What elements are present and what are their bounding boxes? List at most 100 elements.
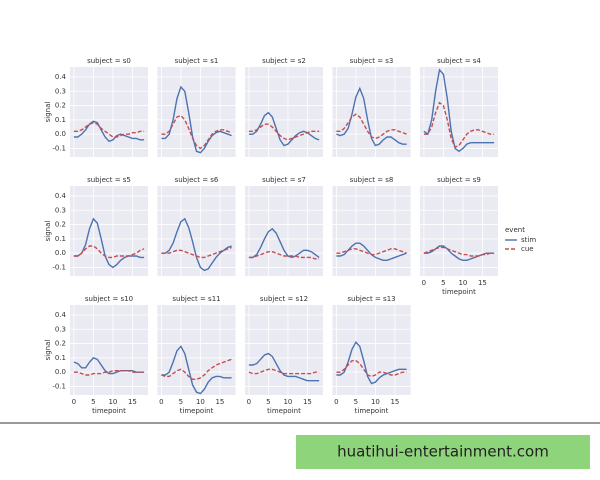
panel-background [245,305,323,395]
panel-background [70,305,148,395]
x-axis-label: timepoint [92,407,126,415]
y-tick-label: 0.0 [55,249,66,257]
x-axis-label: timepoint [267,407,301,415]
panel-background [70,67,148,157]
x-tick-label: 0 [422,279,426,287]
panel-background [332,186,411,276]
series-line [336,86,407,147]
x-tick-label: 15 [215,398,224,406]
series-line [73,121,145,138]
x-tick-label: 15 [128,398,137,406]
legend-label: stim [521,236,536,244]
panel-title: subject = s4 [437,57,481,65]
series-line [161,246,232,259]
y-tick-label: 0.2 [55,102,66,110]
panel-background [332,67,411,157]
panel-background [245,67,323,157]
panel-background [157,186,236,276]
panel-title: subject = s6 [175,176,219,184]
x-tick-label: 5 [266,398,270,406]
panel-title: subject = s12 [260,295,308,303]
series-line [161,85,232,154]
panel-title: subject = s10 [85,295,133,303]
y-tick-label: 0.1 [55,354,66,362]
panel-background [420,67,498,157]
y-tick-label: 0.3 [55,206,66,214]
series-line [248,368,320,375]
y-tick-label: 0.4 [55,192,67,200]
series-line [73,357,145,375]
panel-title: subject = s0 [87,57,131,65]
panel-title: subject = s3 [350,57,394,65]
y-tick-label: -0.1 [52,263,66,271]
y-tick-label: 0.4 [55,73,67,81]
series-line [73,120,145,143]
series-line [73,217,145,269]
panel-title: subject = s13 [347,295,395,303]
x-tick-label: 0 [72,398,76,406]
x-tick-label: 5 [354,398,358,406]
y-tick-label: -0.1 [52,144,66,152]
y-axis-label: signal [44,221,52,242]
x-tick-label: 10 [283,398,292,406]
panel-background [70,186,148,276]
x-tick-label: 10 [196,398,205,406]
series-line [336,340,407,385]
y-tick-label: 0.2 [55,221,66,229]
series-line [161,345,232,395]
series-line [423,101,495,148]
panel-title: subject = s9 [437,176,481,184]
x-tick-label: 15 [303,398,312,406]
panel-background [245,186,323,276]
y-tick-label: 0.1 [55,116,66,124]
series-line [248,251,320,260]
y-tick-label: 0.0 [55,368,66,376]
panel-background [157,305,236,395]
x-tick-label: 0 [159,398,163,406]
x-tick-label: 10 [371,398,380,406]
y-tick-label: 0.1 [55,235,66,243]
x-axis-label: timepoint [355,407,389,415]
x-axis-label: timepoint [442,288,476,296]
panel-background [420,186,498,276]
series-line [336,113,407,140]
x-axis-label: timepoint [180,407,214,415]
series-line [248,227,320,259]
panel-title: subject = s2 [262,57,306,65]
series-line [248,352,320,382]
watermark: huatihui-entertainment.com [337,443,549,461]
series-line [248,123,320,141]
x-tick-label: 15 [390,398,399,406]
series-line [336,248,407,256]
y-tick-label: 0.2 [55,340,66,348]
panel-background [332,305,411,395]
y-axis-label: signal [44,340,52,361]
x-tick-label: 5 [441,279,445,287]
y-tick-label: 0.3 [55,325,66,333]
x-tick-label: 15 [478,279,487,287]
legend-label: cue [521,245,534,253]
series-line [73,370,145,376]
y-tick-label: 0.3 [55,87,66,95]
y-tick-label: 0.4 [55,311,67,319]
panel-title: subject = s8 [350,176,394,184]
series-line [423,246,495,257]
series-line [161,358,232,380]
panel-background [157,67,236,157]
x-tick-label: 10 [108,398,117,406]
y-tick-label: 0.0 [55,130,66,138]
series-line [423,68,495,153]
series-line [161,217,232,272]
panel-title: subject = s5 [87,176,131,184]
watermark-box [296,435,590,469]
x-tick-label: 5 [179,398,183,406]
panel-title: subject = s1 [175,57,219,65]
legend-title: event [505,226,525,234]
x-tick-label: 0 [334,398,338,406]
x-tick-label: 0 [247,398,251,406]
y-axis-label: signal [44,102,52,123]
series-line [73,245,145,259]
panel-title: subject = s7 [262,176,306,184]
